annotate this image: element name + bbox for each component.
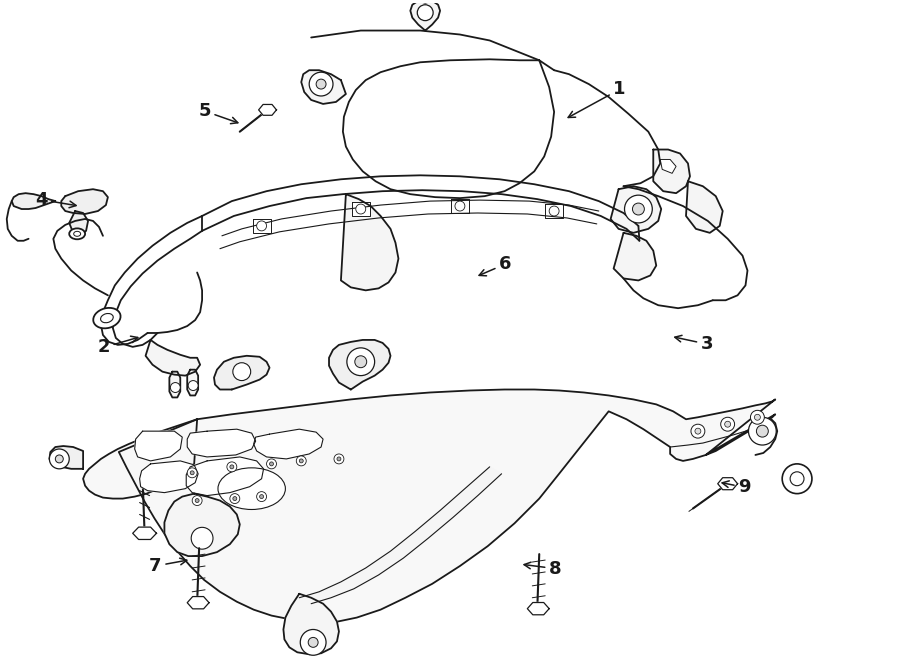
Circle shape: [300, 459, 303, 463]
Circle shape: [625, 195, 652, 223]
Ellipse shape: [74, 231, 81, 236]
Circle shape: [230, 465, 234, 469]
Polygon shape: [653, 150, 690, 193]
Polygon shape: [50, 446, 83, 469]
Circle shape: [256, 221, 266, 231]
Polygon shape: [146, 340, 200, 375]
Polygon shape: [187, 596, 209, 609]
Circle shape: [308, 638, 318, 647]
Polygon shape: [140, 461, 198, 493]
Circle shape: [334, 454, 344, 464]
Text: 5: 5: [198, 102, 238, 124]
Polygon shape: [352, 202, 370, 216]
Circle shape: [296, 456, 306, 466]
Polygon shape: [610, 186, 662, 233]
Polygon shape: [527, 602, 549, 615]
Ellipse shape: [101, 314, 113, 323]
Polygon shape: [187, 429, 256, 457]
Circle shape: [233, 496, 237, 500]
Polygon shape: [258, 105, 276, 115]
Polygon shape: [284, 594, 339, 654]
Polygon shape: [253, 219, 271, 233]
Circle shape: [191, 528, 213, 549]
Circle shape: [266, 459, 276, 469]
Text: 6: 6: [479, 255, 511, 276]
Circle shape: [269, 462, 274, 466]
Polygon shape: [132, 527, 157, 540]
Polygon shape: [302, 70, 346, 104]
Circle shape: [724, 421, 731, 427]
Text: 2: 2: [97, 336, 138, 356]
Circle shape: [227, 462, 237, 472]
Polygon shape: [451, 199, 469, 213]
Polygon shape: [410, 1, 440, 30]
Polygon shape: [119, 389, 775, 624]
Polygon shape: [12, 193, 55, 209]
Polygon shape: [186, 457, 264, 496]
Circle shape: [256, 492, 266, 502]
Polygon shape: [545, 204, 563, 218]
Circle shape: [549, 206, 559, 216]
Polygon shape: [165, 494, 239, 556]
Circle shape: [355, 355, 366, 367]
Circle shape: [193, 496, 202, 506]
Polygon shape: [686, 181, 723, 233]
Ellipse shape: [218, 468, 285, 510]
Text: 1: 1: [568, 80, 625, 117]
Circle shape: [50, 449, 69, 469]
Polygon shape: [83, 419, 197, 498]
Polygon shape: [135, 431, 183, 461]
Circle shape: [55, 455, 63, 463]
Text: 7: 7: [149, 557, 187, 575]
Circle shape: [790, 472, 804, 486]
Circle shape: [170, 383, 180, 393]
Circle shape: [356, 204, 365, 214]
Circle shape: [721, 417, 734, 431]
Polygon shape: [661, 160, 676, 173]
Circle shape: [230, 494, 239, 504]
Circle shape: [633, 203, 644, 215]
Circle shape: [782, 464, 812, 494]
Circle shape: [695, 428, 701, 434]
Polygon shape: [169, 371, 180, 397]
Circle shape: [754, 414, 760, 420]
Polygon shape: [61, 189, 108, 214]
Polygon shape: [717, 478, 738, 490]
Ellipse shape: [69, 228, 86, 239]
Polygon shape: [614, 233, 656, 281]
Text: 4: 4: [35, 191, 76, 209]
Polygon shape: [300, 467, 501, 604]
Circle shape: [188, 381, 198, 391]
Circle shape: [749, 417, 776, 445]
Circle shape: [187, 468, 197, 478]
Circle shape: [316, 79, 326, 89]
Ellipse shape: [94, 308, 121, 328]
Circle shape: [455, 201, 465, 211]
Circle shape: [195, 498, 199, 502]
Polygon shape: [254, 429, 323, 459]
Circle shape: [756, 425, 769, 437]
Circle shape: [337, 457, 341, 461]
Text: 9: 9: [722, 478, 751, 496]
Circle shape: [310, 72, 333, 96]
Polygon shape: [69, 211, 88, 236]
Circle shape: [233, 363, 251, 381]
Polygon shape: [329, 340, 391, 389]
Circle shape: [691, 424, 705, 438]
Polygon shape: [341, 194, 399, 291]
Polygon shape: [214, 355, 269, 389]
Text: 3: 3: [675, 335, 714, 353]
Polygon shape: [187, 369, 198, 395]
Circle shape: [301, 630, 326, 655]
Circle shape: [190, 471, 194, 475]
Circle shape: [418, 5, 433, 21]
Circle shape: [346, 348, 374, 375]
Circle shape: [751, 410, 764, 424]
Circle shape: [259, 495, 264, 498]
Text: 8: 8: [524, 559, 562, 578]
